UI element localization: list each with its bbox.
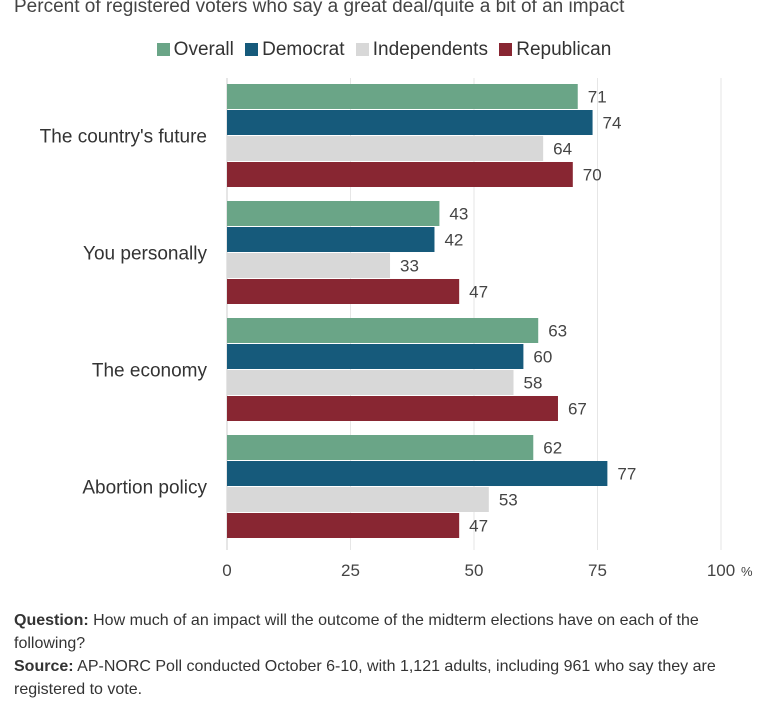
value-label-democrat-3: 77 (617, 465, 636, 484)
bar-independents-3 (227, 487, 489, 512)
tick-label-25: 25 (341, 561, 360, 580)
value-label-independents-1: 33 (400, 257, 419, 276)
chart-legend: Overall Democrat Independents Republican (0, 39, 768, 61)
bar-republican-2 (227, 396, 558, 421)
value-label-independents-3: 53 (499, 491, 518, 510)
legend-label-democrat: Democrat (262, 39, 345, 60)
legend-label-overall: Overall (173, 39, 234, 60)
chart-notes: Question: How much of an impact will the… (14, 609, 754, 701)
bar-overall-2 (227, 318, 539, 343)
bar-independents-0 (227, 136, 544, 161)
bar-democrat-3 (227, 461, 608, 486)
category-label-2: The economy (92, 361, 208, 382)
bar-chart: 0 25 50 75 100 % The country's future 71 74 64 70 Y… (40, 78, 753, 580)
value-label-overall-0: 71 (588, 88, 607, 107)
legend-label-republican: Republican (516, 39, 612, 60)
value-label-republican-3: 47 (469, 517, 488, 536)
legend-swatch-independents (355, 43, 369, 56)
category-label-1: You personally (83, 244, 207, 265)
axis-unit-label: % (741, 564, 753, 579)
value-label-overall-2: 63 (548, 322, 567, 341)
bar-democrat-1 (227, 227, 435, 252)
value-label-independents-2: 58 (524, 374, 543, 393)
bar-overall-1 (227, 201, 440, 226)
value-label-republican-0: 70 (583, 166, 602, 185)
bar-republican-3 (227, 513, 460, 538)
value-label-republican-2: 67 (568, 400, 587, 419)
value-label-democrat-0: 74 (603, 114, 622, 133)
value-label-republican-1: 47 (469, 283, 488, 302)
value-label-overall-1: 43 (449, 205, 468, 224)
bar-overall-3 (227, 435, 534, 460)
tick-label-0: 0 (222, 561, 231, 580)
legend-item-republican: Republican (499, 39, 611, 61)
legend-item-democrat: Democrat (245, 39, 345, 61)
bar-independents-1 (227, 253, 391, 278)
question-label: Question: (14, 612, 89, 629)
legend-item-overall: Overall (156, 39, 234, 61)
value-label-democrat-2: 60 (533, 348, 552, 367)
bar-republican-0 (227, 162, 573, 187)
bar-democrat-2 (227, 344, 524, 369)
category-label-3: Abortion policy (82, 478, 207, 499)
legend-swatch-democrat (245, 43, 259, 56)
category-label-0: The country's future (40, 127, 207, 148)
legend-swatch-republican (499, 43, 513, 56)
chart-subtitle: Percent of registered voters who say a g… (14, 0, 625, 17)
legend-item-independents: Independents (355, 39, 488, 61)
source-note: Source: AP-NORC Poll conducted October 6… (14, 655, 754, 701)
value-label-independents-0: 64 (553, 140, 572, 159)
bar-independents-2 (227, 370, 514, 395)
value-label-overall-3: 62 (543, 439, 562, 458)
tick-label-50: 50 (465, 561, 484, 580)
question-text: How much of an impact will the outcome o… (14, 612, 699, 652)
bar-overall-0 (227, 84, 578, 109)
legend-swatch-overall (156, 43, 170, 56)
source-label: Source: (14, 658, 74, 675)
tick-label-75: 75 (588, 561, 607, 580)
source-text: AP-NORC Poll conducted October 6-10, wit… (14, 658, 716, 698)
question-note: Question: How much of an impact will the… (14, 609, 754, 655)
bar-republican-1 (227, 279, 460, 304)
legend-label-independents: Independents (372, 39, 488, 60)
tick-label-100: 100 (707, 561, 735, 580)
value-label-democrat-1: 42 (444, 231, 463, 250)
bar-democrat-0 (227, 110, 593, 135)
